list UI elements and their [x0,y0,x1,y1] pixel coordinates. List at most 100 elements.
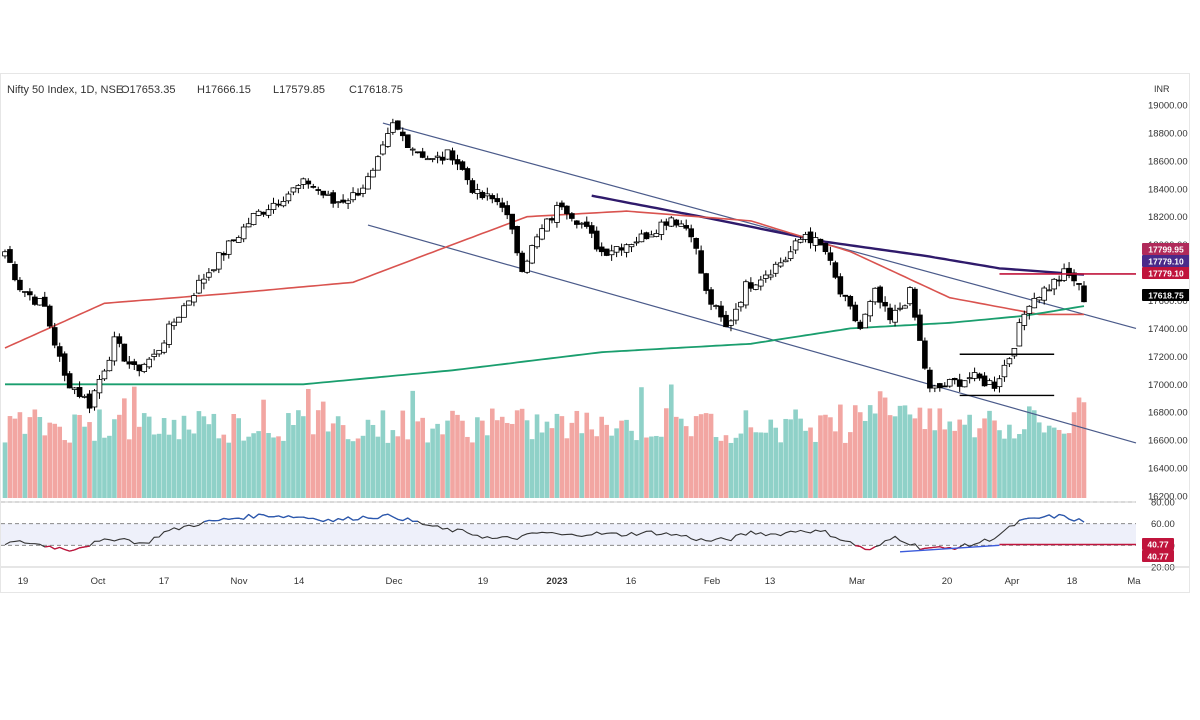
volume-bar [559,416,565,498]
rsi-overbought-segment [1073,518,1080,522]
candle-body [554,205,560,223]
volume-bar [1071,412,1077,498]
candle-body [484,193,491,197]
candle-body [474,189,481,194]
candle-body [136,364,143,372]
volume-bar [584,412,590,498]
candle-body [146,358,152,368]
candle-body [380,144,386,155]
volume-bar [967,414,972,498]
volume-bar [907,414,913,498]
candle-body [723,314,729,328]
candle-body [703,273,709,291]
candle-body [216,252,222,270]
volume-bar [475,417,480,498]
candle-body [857,321,864,329]
volume-bar [306,388,311,498]
y-tick-label: 18400.00 [1148,184,1188,195]
rsi-overbought-segment [303,516,309,520]
volume-bar [216,438,222,498]
candle-body [17,279,23,291]
volume-bar [614,428,619,498]
volume-bar [708,413,714,498]
candle-body [996,378,1003,388]
volume-bar [624,419,629,498]
volume-bar [897,405,903,498]
candle-body [255,210,262,216]
volume-bar [867,405,873,498]
candle-body [404,134,411,148]
candle-body [837,276,844,295]
volume-bar [196,411,202,498]
candle-body [1031,297,1038,309]
moving-averages [4,194,1085,386]
candle-body [822,242,829,253]
price-badge [1142,267,1189,279]
price-badges: 17799.95 17779.10 17779.10 17618.75 40.77 40.… [1142,243,1189,562]
price-badge-label: 17779.10 [1148,257,1184,267]
rsi-oversold-segment [59,546,65,551]
volume-bar [261,399,266,498]
candle-body [578,222,585,225]
candle-body [196,279,202,294]
candle-body [976,373,983,379]
x-tick-label: 18 [1067,576,1078,587]
candle-body [708,289,714,305]
rsi-overbought-segment [1053,513,1060,519]
candle-body [559,202,565,208]
volume-bar [335,416,341,498]
volume-bar [1007,424,1012,498]
candle-body [608,250,615,256]
rsi-badge-label: 40.77 [1147,552,1169,562]
candle-body [32,296,38,305]
candle-body [762,274,769,279]
volume-bar [1041,432,1047,498]
candle-body [365,176,371,190]
price-badge [1142,289,1189,301]
levels [959,273,1136,397]
candle-body [912,288,918,318]
candle-body [206,272,212,278]
volume-bar [793,409,798,498]
volume-bar [221,434,227,498]
candle-body [46,305,53,327]
candle-body [782,259,789,263]
candle-body [648,234,655,238]
candle-body [459,161,466,170]
currency-label: INR [1154,84,1170,94]
volume-bar [385,442,391,498]
candle-body [688,228,694,238]
candle-body [1041,287,1048,301]
rsi-overbought-segment [218,517,225,522]
channel-trendline [367,224,1137,444]
candle-body [176,316,182,323]
volume-bar [957,419,962,498]
rsi-tick-label: 80.00 [1151,498,1175,509]
candle-body [275,203,282,206]
rsi-badge [1142,550,1174,562]
rsi-overbought-segment [273,515,279,518]
candle-body [419,151,426,158]
candle-body [489,195,496,200]
volume-bar [823,414,828,498]
volume-bar [693,416,699,498]
price-badge-label: 17618.75 [1148,291,1184,301]
rsi-overbought-segment [228,517,234,520]
candle-body [151,353,157,357]
volume-bar [365,419,371,498]
candle-body [877,286,883,303]
volume-bar [191,433,197,498]
price-badge-label: 17799.95 [1148,245,1184,255]
volume-bar [634,440,639,498]
candle-body [355,192,361,196]
rsi-oversold-segment [869,546,876,551]
rsi-oversold-segment [919,547,926,551]
volume-bar [813,441,818,498]
candle-body [1056,279,1062,282]
volume-bar [763,432,769,498]
candle-body [802,234,809,240]
candle-body [101,370,108,380]
rsi-overbought-segment [397,518,403,522]
volume-bar [1027,406,1032,498]
volume-bar [146,416,152,498]
